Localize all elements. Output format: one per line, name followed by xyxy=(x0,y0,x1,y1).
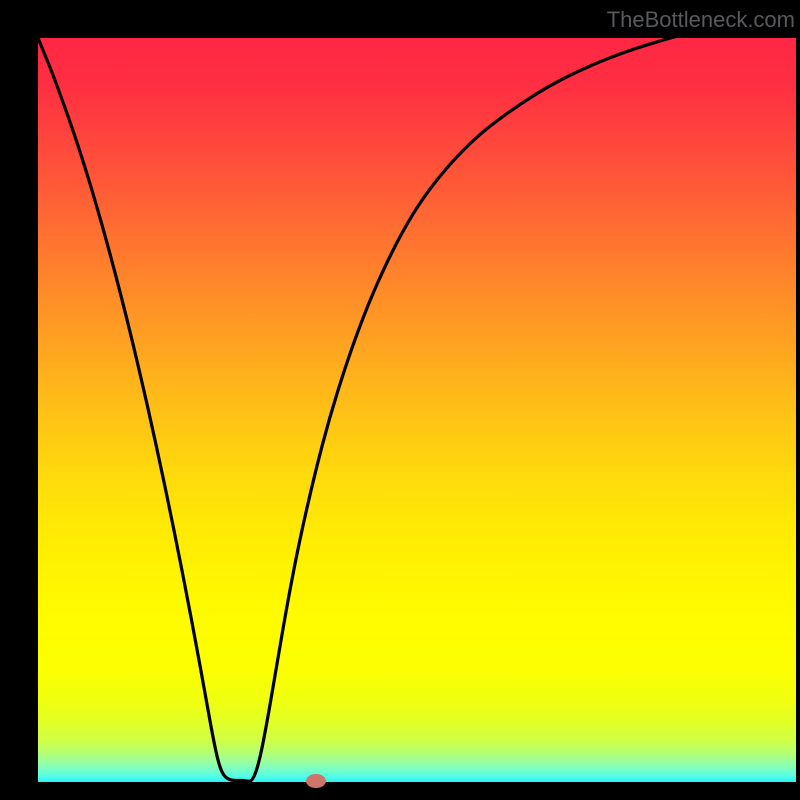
bottleneck-curve xyxy=(38,38,796,782)
chart-frame: TheBottleneck.com xyxy=(0,0,800,800)
watermark-text: TheBottleneck.com xyxy=(607,7,795,33)
optimal-point-marker xyxy=(306,774,326,788)
plot-area xyxy=(38,38,796,782)
